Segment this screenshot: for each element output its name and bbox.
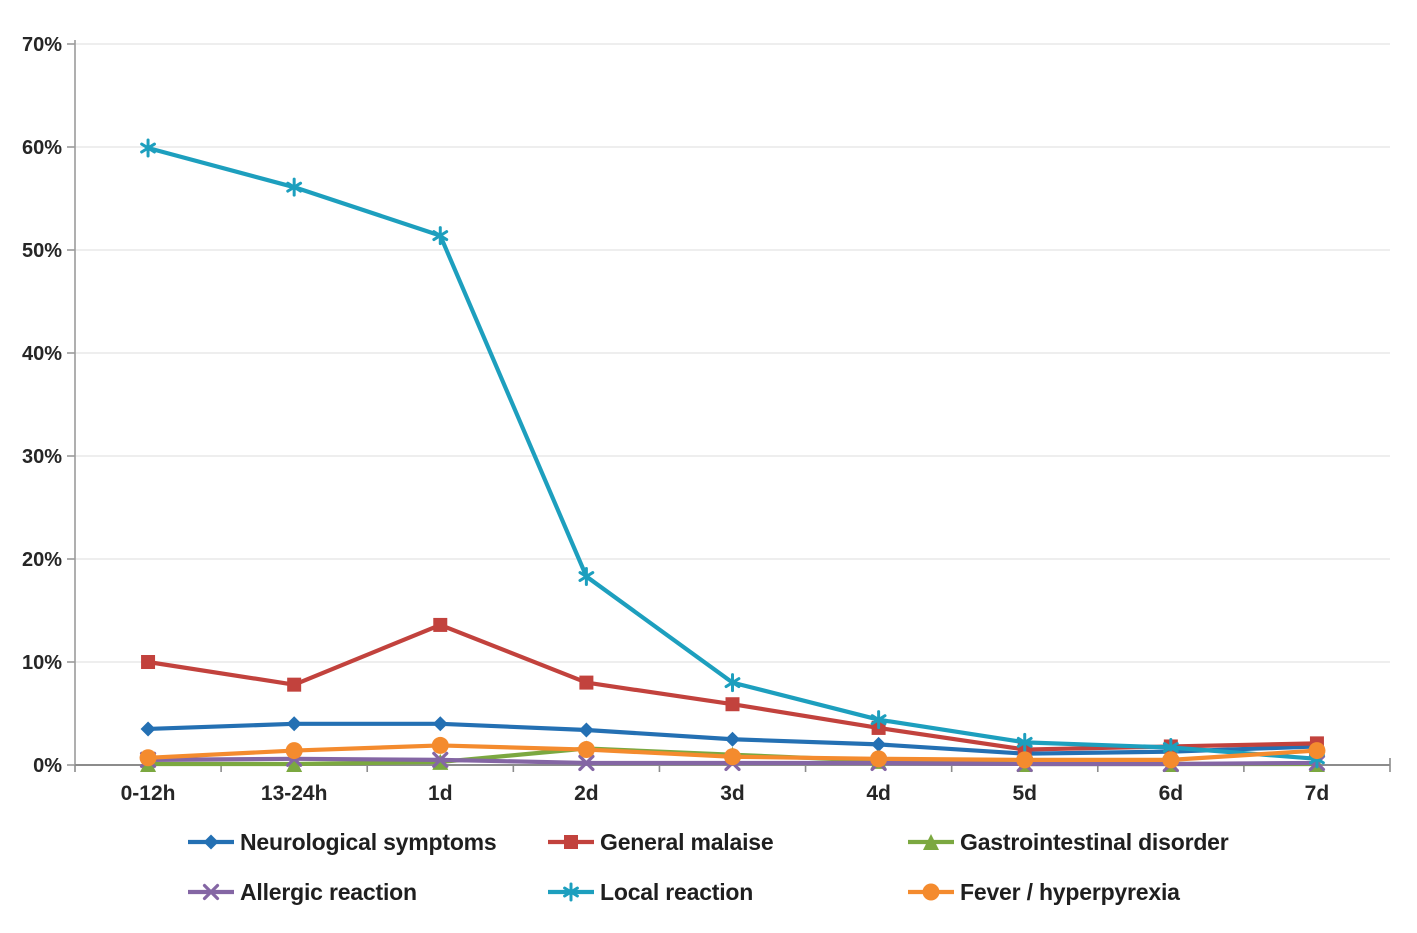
square-marker-icon: [564, 835, 578, 849]
circle-marker-icon: [1162, 751, 1180, 769]
triangle-marker-icon: [908, 834, 954, 850]
circle-marker-icon: [139, 749, 157, 767]
triangle-marker-icon: [923, 834, 939, 850]
diamond-marker-icon: [432, 716, 448, 732]
x-tick-label: 3d: [720, 782, 745, 805]
asterisk-marker-icon: [1162, 742, 1179, 753]
y-tick-label: 10%: [22, 652, 62, 674]
y-tick-label: 70%: [22, 34, 62, 56]
square-marker-icon: [725, 697, 740, 712]
circle-marker-icon: [1016, 751, 1034, 769]
x-tick-label: 5d: [1012, 782, 1037, 805]
legend-label-neurological-symptoms: Neurological symptoms: [240, 828, 497, 855]
asterisk-marker-icon: [563, 886, 579, 898]
square-marker-icon: [548, 835, 594, 849]
diamond-marker-icon: [140, 721, 156, 737]
legend-item-local-reaction[interactable]: Local reaction: [545, 870, 905, 914]
x-marker-icon: [188, 883, 234, 901]
circle-marker-icon: [577, 741, 595, 759]
asterisk-marker-icon: [548, 882, 594, 902]
diamond-marker-icon: [203, 834, 219, 850]
circle-marker-icon: [1308, 742, 1326, 760]
asterisk-marker-icon: [432, 230, 449, 242]
triangle-marker-icon: [286, 755, 303, 772]
line-chart-plot: 0% 10% 20% 30% 40% 50% 60% 70% 0-12h 13-24h 1d 2d 3d…: [22, 34, 1391, 805]
legend-label-local-reaction: Local reaction: [600, 878, 754, 905]
circle-marker-icon: [431, 736, 449, 754]
circle-marker-icon: [908, 883, 954, 901]
diamond-marker-icon: [871, 736, 887, 752]
chart-legend: Neurological symptoms General malaise Ga…: [185, 820, 1365, 914]
legend-item-gastrointestinal-disorder[interactable]: Gastrointestinal disorder: [905, 820, 1365, 864]
square-marker-icon: [141, 655, 156, 669]
circle-marker-icon: [285, 742, 303, 760]
x-tick-label: 1d: [428, 782, 453, 805]
local-reaction-line: [145, 145, 1320, 761]
x-marker-icon: [432, 751, 449, 768]
square-marker-icon: [579, 675, 594, 690]
y-tick-label: 40%: [22, 343, 62, 365]
legend-label-allergic-reaction: Allergic reaction: [240, 878, 417, 905]
asterisk-marker-icon: [286, 181, 303, 193]
diamond-marker-icon: [188, 834, 234, 850]
legend-item-general-malaise[interactable]: General malaise: [545, 820, 905, 864]
legend-label-general-malaise: General malaise: [600, 828, 774, 855]
asterisk-marker-icon: [1016, 736, 1033, 748]
diamond-marker-icon: [725, 731, 740, 747]
x-tick-label: 4d: [866, 782, 891, 805]
x-tick-label: 2d: [574, 782, 599, 805]
y-tick-label: 50%: [22, 240, 62, 262]
circle-marker-icon: [724, 748, 741, 766]
y-tick-label: 20%: [22, 549, 62, 571]
legend-item-fever-hyperpyrexia[interactable]: Fever / hyperpyrexia: [905, 870, 1365, 914]
x-marker-icon: [578, 754, 595, 772]
series-local-reaction: [140, 138, 1325, 769]
legend-item-allergic-reaction[interactable]: Allergic reaction: [185, 870, 545, 914]
x-tick-label: 13-24h: [261, 782, 328, 805]
diamond-marker-icon: [286, 716, 302, 732]
asterisk-marker-icon: [140, 142, 156, 154]
diamond-marker-icon: [578, 722, 594, 738]
asterisk-marker-icon: [578, 571, 595, 582]
legend-label-gastrointestinal-disorder: Gastrointestinal disorder: [960, 828, 1229, 855]
legend-item-neurological-symptoms[interactable]: Neurological symptoms: [185, 820, 545, 864]
y-tick-label: 0%: [33, 755, 62, 777]
y-tick-label: 60%: [22, 137, 62, 159]
asterisk-marker-icon: [724, 677, 741, 689]
series-fever-hyperpyrexia: [139, 736, 1326, 769]
y-tick-label: 30%: [22, 446, 62, 468]
x-tick-label: 6d: [1159, 782, 1184, 805]
circle-marker-icon: [870, 750, 888, 768]
asterisk-marker-icon: [870, 714, 887, 726]
square-marker-icon: [433, 617, 448, 632]
x-tick-label: 7d: [1305, 782, 1330, 805]
x-marker-icon: [202, 883, 220, 901]
circle-marker-icon: [922, 883, 940, 901]
legend-label-fever-hyperpyrexia: Fever / hyperpyrexia: [960, 878, 1180, 905]
square-marker-icon: [287, 677, 302, 692]
x-tick-label: 0-12h: [121, 782, 176, 805]
